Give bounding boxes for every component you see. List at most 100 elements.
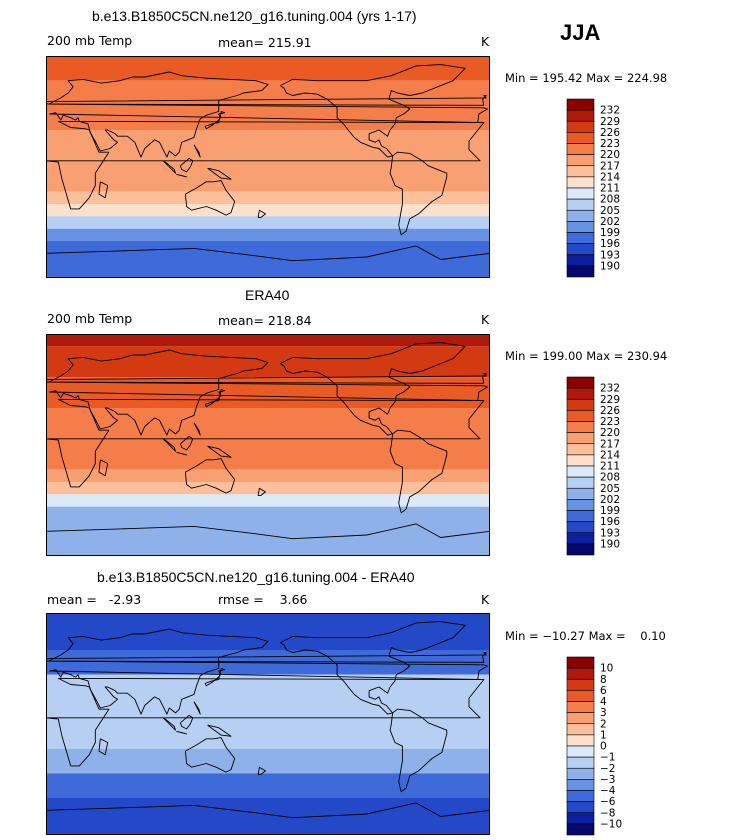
colorbar-swatch xyxy=(566,823,595,836)
colorbar-swatch xyxy=(566,734,595,747)
colorbar-swatch xyxy=(566,387,595,400)
coastline xyxy=(176,730,188,735)
coastline xyxy=(46,802,490,819)
colorbar-swatch xyxy=(566,421,595,433)
colorbar-swatch xyxy=(566,678,595,691)
coastline xyxy=(204,389,226,408)
colorbar-tick-label: 190 xyxy=(600,260,620,272)
coastline xyxy=(389,708,448,793)
colorbar-tick-label: −10 xyxy=(600,818,622,830)
lat-band xyxy=(46,798,490,835)
colorbar-tick-label: 10 xyxy=(600,663,613,675)
colorbar-swatch xyxy=(566,487,595,500)
panel-3-minmax: Min = −10.27 Max = 0.10 xyxy=(505,629,666,643)
coastline xyxy=(46,398,485,488)
colorbar-swatch xyxy=(566,543,595,556)
panel-2-units: K xyxy=(481,312,490,327)
coastline xyxy=(48,349,488,436)
colorbar-swatch xyxy=(566,221,595,233)
colorbar-tick-label: 214 xyxy=(600,449,620,461)
coastline xyxy=(179,157,194,173)
lat-band xyxy=(46,469,490,482)
coastline xyxy=(46,677,485,767)
colorbar-swatch xyxy=(566,465,595,478)
colorbar-tick-label: 229 xyxy=(600,116,620,128)
coastline xyxy=(207,724,232,737)
panel-3-units: K xyxy=(481,592,490,607)
colorbar-swatch xyxy=(566,154,595,167)
colorbar-swatch xyxy=(566,767,595,780)
colorbar-tick-label: 226 xyxy=(600,405,620,417)
panel-1-map xyxy=(46,56,490,278)
colorbar-tick-label: 190 xyxy=(600,538,620,550)
coastline xyxy=(48,628,488,715)
colorbar-swatch xyxy=(566,454,595,467)
panel-3-map xyxy=(46,613,490,835)
colorbar-swatch xyxy=(566,532,595,545)
coastline xyxy=(162,438,176,452)
panel-3-mean-label: mean = -2.93 xyxy=(47,592,142,607)
panel-2-map xyxy=(46,334,490,556)
panel-2-colorbar: 2322292262232202172142112082052021991961… xyxy=(566,376,620,556)
coastline xyxy=(98,181,109,199)
panel-2-title: ERA40 xyxy=(245,287,290,303)
colorbar-swatch xyxy=(566,98,595,111)
panel-2-mean-label: mean= 218.84 xyxy=(218,313,312,328)
coastline xyxy=(204,111,226,130)
colorbar-swatch xyxy=(566,376,595,389)
colorbar-tick-label: 202 xyxy=(600,216,620,228)
colorbar-swatch xyxy=(566,790,595,802)
colorbar-tick-label: 205 xyxy=(600,483,620,495)
coastline xyxy=(46,120,485,210)
coastline xyxy=(46,245,490,262)
colorbar-tick-label: 1 xyxy=(600,729,607,741)
lat-band xyxy=(46,204,490,217)
colorbar-tick-label: −3 xyxy=(600,774,615,786)
lat-band xyxy=(46,506,490,556)
coastline xyxy=(98,459,109,477)
lat-band xyxy=(46,56,490,81)
colorbar-swatch xyxy=(566,510,595,522)
colorbar-tick-label: 223 xyxy=(600,138,620,150)
lat-band xyxy=(46,191,490,204)
coastline xyxy=(176,451,188,456)
coastline xyxy=(193,701,201,715)
coastline xyxy=(280,64,466,158)
colorbar-swatch xyxy=(566,243,595,256)
coastline xyxy=(204,668,226,687)
panel-1-colorbar: 2322292262232202172142112082052021991961… xyxy=(566,98,620,278)
lat-band xyxy=(46,773,490,798)
colorbar-swatch xyxy=(566,254,595,267)
colorbar-tick-label: 3 xyxy=(600,707,607,719)
colorbar-swatch xyxy=(566,165,595,178)
lat-band xyxy=(46,241,490,278)
coastline xyxy=(280,621,466,715)
colorbar-tick-label: 226 xyxy=(600,127,620,139)
coastline xyxy=(193,144,201,158)
colorbar-swatch xyxy=(566,398,595,411)
colorbar-swatch xyxy=(566,198,595,211)
panel-1-mean-label: mean= 215.91 xyxy=(218,35,312,50)
lat-band xyxy=(46,377,490,408)
coastline xyxy=(176,173,188,178)
panel-1-title: b.e13.B1850C5CN.ne120_g16.tuning.004 (yr… xyxy=(92,8,417,24)
season-label: JJA xyxy=(560,20,601,45)
colorbar-tick-label: −8 xyxy=(600,807,615,819)
colorbar-swatch xyxy=(566,143,595,155)
colorbar-swatch xyxy=(566,521,595,534)
colorbar-swatch xyxy=(566,476,595,489)
colorbar-swatch xyxy=(566,756,595,769)
colorbar-swatch xyxy=(566,209,595,222)
colorbar-tick-label: 2 xyxy=(600,718,607,730)
colorbar-tick-label: 220 xyxy=(600,149,620,161)
colorbar-tick-label: 8 xyxy=(600,674,607,686)
colorbar-swatch xyxy=(566,801,595,814)
lat-band xyxy=(46,494,490,507)
colorbar-swatch xyxy=(566,176,595,189)
coastline xyxy=(257,487,266,497)
colorbar-swatch xyxy=(566,410,595,422)
colorbar-swatch xyxy=(566,667,595,680)
coastline xyxy=(162,717,176,731)
coastline xyxy=(207,167,232,180)
